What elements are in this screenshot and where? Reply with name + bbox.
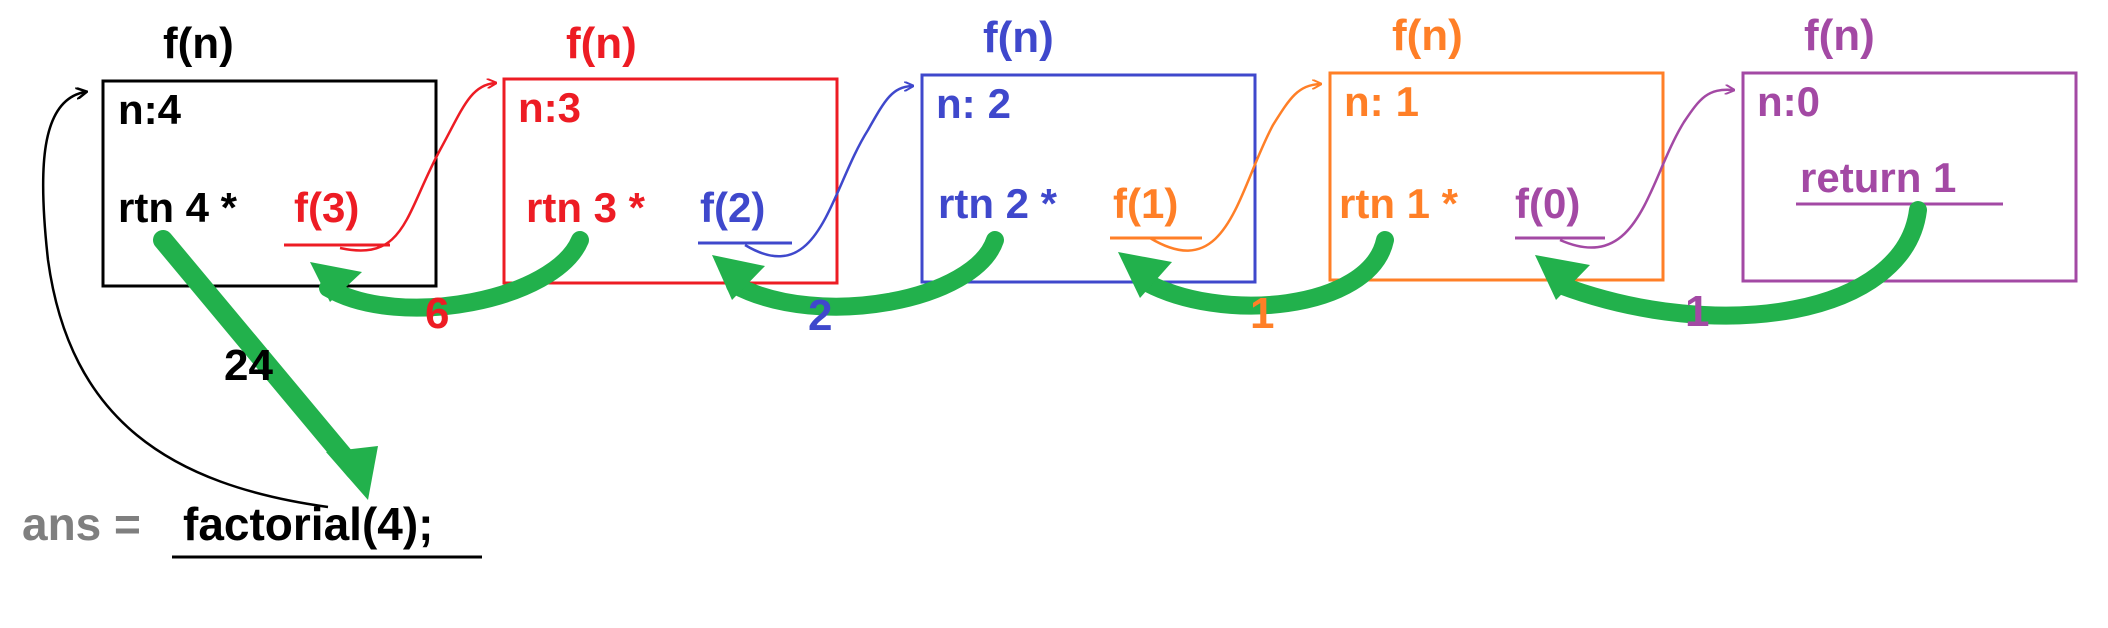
initial-call-arrow: [41, 92, 329, 509]
frame-rtn-expression: rtn 4 *: [118, 184, 238, 231]
statement: ans = factorial(4);: [22, 498, 482, 559]
call-arrow-f0: [1559, 90, 1733, 249]
frame-n0: f(n) n:0 return 1: [1741, 11, 2078, 283]
call-arrow-f3: [339, 83, 495, 252]
frame-n2: f(n) n: 2 rtn 2 * f(1): [920, 13, 1257, 284]
return-arrow-2: [712, 231, 1004, 316]
frame-box: [1328, 71, 1665, 282]
return-arrow-1b: [1535, 201, 1927, 325]
frame-box: [502, 77, 839, 285]
call-arrow-f1: [1149, 84, 1320, 252]
frame-recursive-call: f(3): [294, 184, 359, 231]
statement-call: factorial(4);: [183, 498, 433, 550]
frame-n1: f(n) n: 1 rtn 1 * f(0): [1328, 11, 1665, 282]
return-arrow-24: [153, 230, 378, 500]
frame-n-label: n:0: [1757, 78, 1820, 125]
statement-prefix: ans =: [22, 498, 154, 550]
return-value-label: 1: [1250, 289, 1274, 338]
frame-box: [1741, 71, 2078, 283]
frame-box: [101, 79, 438, 288]
return-value-label: 2: [808, 291, 832, 340]
final-return-value-label: 24: [224, 341, 273, 390]
frame-recursive-call: f(2): [700, 184, 765, 231]
frame-title: f(n): [1392, 11, 1463, 60]
call-arrow-f2: [744, 86, 912, 258]
frame-title: f(n): [983, 13, 1054, 62]
frame-rtn-expression: rtn 2 *: [938, 180, 1058, 227]
frame-n-label: n:4: [118, 86, 182, 133]
frame-title: f(n): [163, 19, 234, 68]
frame-recursive-call: f(0): [1515, 180, 1580, 227]
return-arrow-6: [310, 231, 589, 317]
frame-title: f(n): [1804, 11, 1875, 60]
frame-title: f(n): [566, 19, 637, 68]
return-value-label: 1: [1685, 287, 1709, 336]
frame-box: [920, 73, 1257, 284]
frame-n-label: n: 1: [1344, 78, 1419, 125]
frame-rtn-expression: rtn 1 *: [1339, 180, 1459, 227]
frame-n-label: n: 2: [936, 80, 1011, 127]
frame-n4: f(n) n:4 rtn 4 * f(3): [101, 19, 438, 288]
return-arrow-1a: [1118, 231, 1394, 315]
return-value-label: 6: [425, 289, 449, 338]
base-case-return: return 1: [1800, 154, 1956, 201]
frame-n-label: n:3: [518, 84, 581, 131]
frame-rtn-expression: rtn 3 *: [526, 184, 646, 231]
frame-n3: f(n) n:3 rtn 3 * f(2): [502, 19, 839, 285]
frame-recursive-call: f(1): [1113, 180, 1178, 227]
